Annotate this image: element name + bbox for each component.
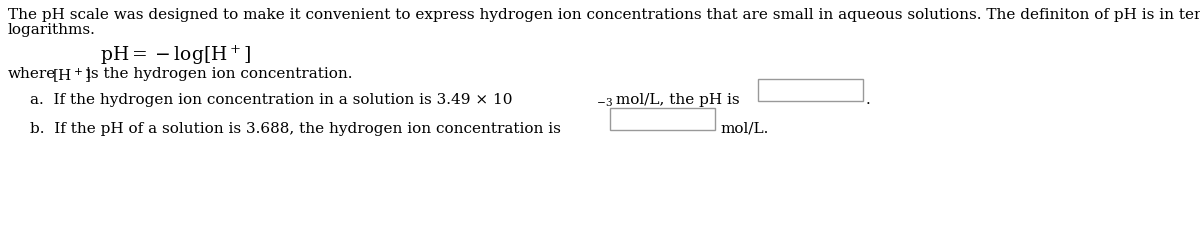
Text: b.  If the pH of a solution is 3.688, the hydrogen ion concentration is: b. If the pH of a solution is 3.688, the… xyxy=(30,121,560,135)
Text: $[\mathregular{H}^+]$: $[\mathregular{H}^+]$ xyxy=(52,67,91,85)
Text: $\mathregular{pH} = -\log[\mathregular{H}^+]$: $\mathregular{pH} = -\log[\mathregular{H… xyxy=(100,44,251,67)
Text: The pH scale was designed to make it convenient to express hydrogen ion concentr: The pH scale was designed to make it con… xyxy=(8,8,1200,22)
Text: mol/L, the pH is: mol/L, the pH is xyxy=(611,93,739,106)
Text: $^{-3}$: $^{-3}$ xyxy=(596,98,613,112)
Text: logarithms.: logarithms. xyxy=(8,23,96,37)
Text: mol/L.: mol/L. xyxy=(720,121,768,135)
Text: a.  If the hydrogen ion concentration in a solution is 3.49 × 10: a. If the hydrogen ion concentration in … xyxy=(30,93,512,106)
Text: .: . xyxy=(866,93,871,106)
FancyBboxPatch shape xyxy=(758,80,863,101)
Text: where: where xyxy=(8,67,56,81)
Text: is the hydrogen ion concentration.: is the hydrogen ion concentration. xyxy=(86,67,353,81)
FancyBboxPatch shape xyxy=(610,109,715,131)
